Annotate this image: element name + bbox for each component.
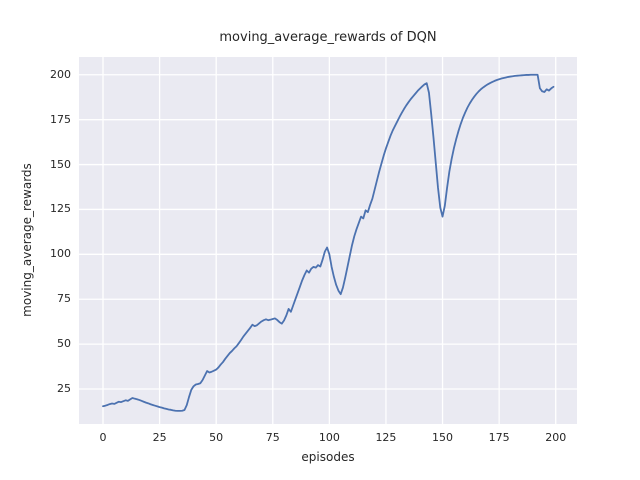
y-tick-label: 150: [50, 157, 71, 171]
y-tick-label: 175: [50, 112, 71, 126]
y-tick-label: 200: [50, 67, 71, 81]
x-axis-label: episodes: [301, 450, 355, 464]
x-tick-label: 200: [545, 431, 567, 444]
x-tick-label: 75: [265, 431, 280, 444]
gridlines: [79, 57, 577, 424]
line-chart-svg: [79, 57, 577, 424]
y-tick-label: 125: [50, 202, 71, 216]
x-tick-label: 0: [99, 431, 107, 444]
x-tick-label: 25: [152, 431, 167, 444]
plot-background: [79, 57, 577, 424]
dqn-series-line: [102, 73, 555, 412]
x-tick-label: 150: [432, 431, 454, 444]
y-tick-label: 25: [57, 381, 71, 395]
x-tick-label: 100: [318, 431, 340, 444]
x-tick-label: 50: [209, 431, 224, 444]
y-tick-label: 100: [50, 247, 71, 261]
x-tick-label: 125: [375, 431, 397, 444]
y-tick-label: 50: [57, 337, 71, 351]
chart-title: moving_average_rewards of DQN: [219, 30, 437, 45]
plot-area: [79, 57, 577, 424]
x-tick-label: 175: [488, 431, 510, 444]
y-tick-label: 75: [57, 292, 71, 306]
